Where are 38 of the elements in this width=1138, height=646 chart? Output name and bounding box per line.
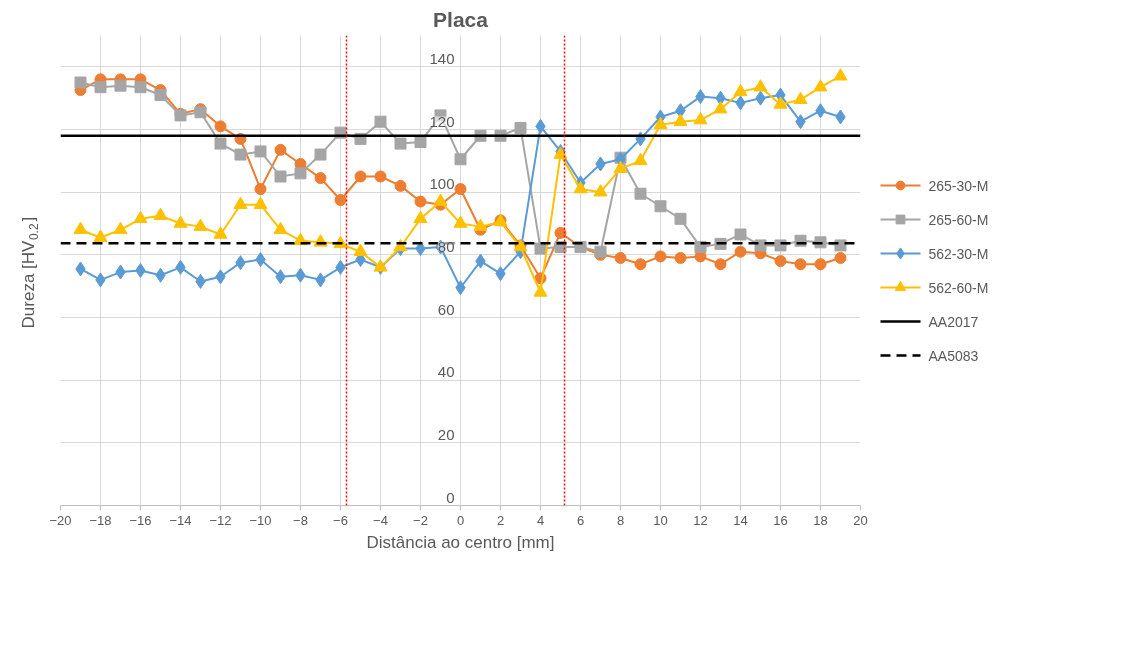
x-tick-label: 2 bbox=[496, 512, 505, 528]
x-tick-label: −6 bbox=[333, 512, 348, 528]
x-tick-label: 10 bbox=[653, 512, 668, 528]
chart-title: Placa bbox=[433, 7, 489, 31]
y-tick-label: 20 bbox=[437, 425, 455, 443]
x-tick-label: −10 bbox=[249, 512, 272, 528]
y-tick-label: 40 bbox=[437, 363, 455, 381]
x-tick-label: 4 bbox=[536, 512, 545, 528]
y-tick-label: 0 bbox=[446, 488, 455, 506]
x-tick-label: −4 bbox=[373, 512, 388, 528]
x-tick-label: 18 bbox=[813, 512, 828, 528]
legend-label: AA5083 bbox=[928, 347, 979, 364]
x-tick-label: 6 bbox=[576, 512, 585, 528]
x-tick-label: −20 bbox=[49, 512, 72, 528]
y-tick-label: 100 bbox=[429, 175, 455, 193]
x-tick-label: 14 bbox=[733, 512, 748, 528]
x-tick-label: −2 bbox=[413, 512, 428, 528]
x-tick-label: −8 bbox=[293, 512, 308, 528]
y-tick-label: 120 bbox=[429, 112, 455, 130]
x-tick-label: −18 bbox=[89, 512, 112, 528]
legend-label: AA2017 bbox=[928, 313, 979, 330]
x-tick-label: −14 bbox=[169, 512, 192, 528]
legend-label: 265-60-M bbox=[928, 211, 989, 228]
x-tick-label: 20 bbox=[853, 512, 868, 528]
x-tick-label: 12 bbox=[693, 512, 708, 528]
x-tick-label: 0 bbox=[456, 512, 465, 528]
y-tick-label: 140 bbox=[429, 49, 455, 67]
y-axis-title: Dureza [HV0.2] bbox=[19, 216, 41, 329]
x-tick-label: 16 bbox=[773, 512, 788, 528]
y-tick-label: 60 bbox=[437, 300, 455, 318]
legend-label: 562-30-M bbox=[928, 245, 989, 262]
legend-label: 265-30-M bbox=[928, 177, 989, 194]
x-axis-title: Distância ao centro [mm] bbox=[366, 532, 555, 552]
legend-label: 562-60-M bbox=[928, 279, 989, 296]
y-tick-label: 80 bbox=[437, 237, 455, 255]
x-tick-label: −12 bbox=[209, 512, 232, 528]
x-tick-label: 8 bbox=[616, 512, 625, 528]
x-tick-label: −16 bbox=[129, 512, 152, 528]
